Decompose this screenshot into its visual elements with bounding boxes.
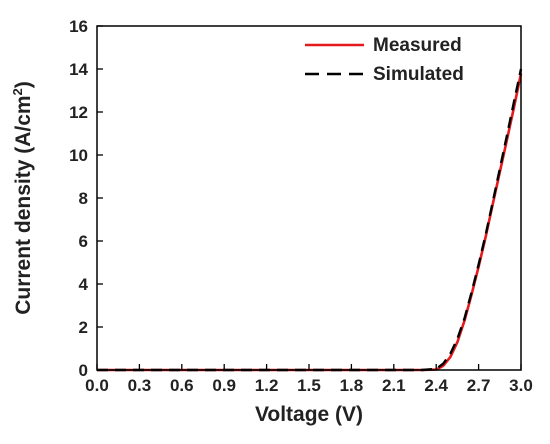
- x-tick-label: 1.8: [340, 376, 364, 395]
- x-tick-label: 0.3: [128, 376, 152, 395]
- series-line-measured: [97, 73, 523, 372]
- y-tick-label: 10: [69, 146, 88, 165]
- x-tick-label: 2.4: [424, 376, 448, 395]
- x-axis: 0.0 0.3 0.6 0.9 1.2 1.5 1.8 2.1 2.4 2.7 3.0: [85, 364, 533, 395]
- y-tick-label: 14: [69, 60, 88, 79]
- y-tick-label: 16: [69, 17, 88, 36]
- y-axis-title-superscript: 2: [10, 88, 25, 95]
- series-line-simulated: [97, 68, 523, 372]
- y-tick-label: 4: [79, 275, 89, 294]
- x-tick-label: 3.0: [509, 376, 533, 395]
- y-tick-label: 0: [79, 361, 88, 380]
- y-axis-title: Current density (A/cm2): [10, 81, 35, 315]
- y-tick-label: 12: [69, 103, 88, 122]
- legend-label-simulated: Simulated: [373, 64, 464, 85]
- y-tick-label: 2: [79, 318, 88, 337]
- x-tick-label: 0.6: [170, 376, 194, 395]
- x-tick-label: 2.7: [467, 376, 491, 395]
- y-axis: 0 2 4 6 8 10 12 14 16: [69, 17, 103, 380]
- y-tick-label: 6: [79, 232, 88, 251]
- x-tick-label: 1.2: [255, 376, 279, 395]
- legend: Measured Simulated: [305, 35, 464, 85]
- x-axis-title: Voltage (V): [255, 403, 363, 426]
- legend-label-measured: Measured: [373, 35, 462, 56]
- y-axis-title-close: ): [12, 81, 35, 88]
- x-tick-label: 2.1: [382, 376, 406, 395]
- plot-area: [97, 68, 523, 372]
- x-tick-label: 0.0: [85, 376, 109, 395]
- x-tick-label: 0.9: [212, 376, 236, 395]
- y-axis-title-main: Current density (A/cm: [12, 95, 35, 314]
- y-tick-label: 8: [79, 189, 88, 208]
- x-tick-label: 1.5: [297, 376, 321, 395]
